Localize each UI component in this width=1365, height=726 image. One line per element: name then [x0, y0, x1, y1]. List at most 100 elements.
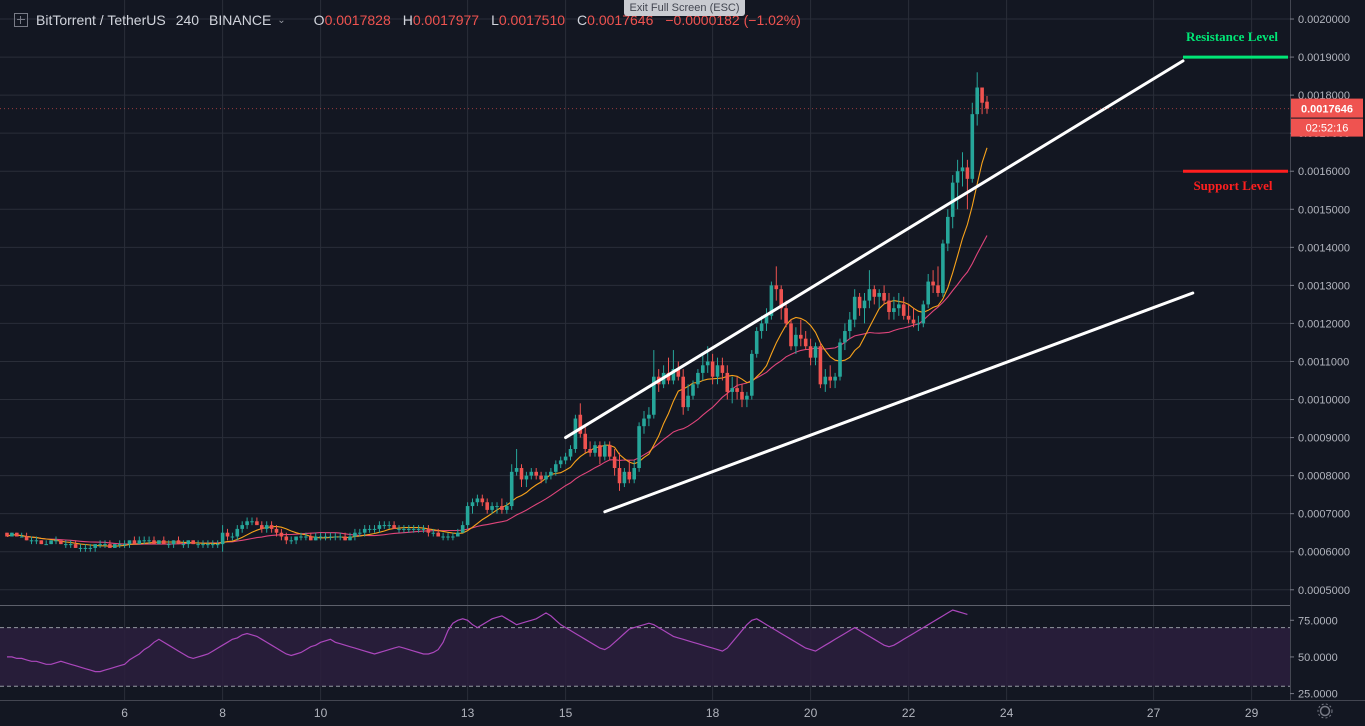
- price-tick-label: 0.0007000: [1298, 509, 1350, 521]
- candle-body: [201, 544, 205, 546]
- candle-body: [534, 471, 538, 476]
- candle-body: [162, 540, 166, 545]
- low-label: L: [491, 12, 499, 28]
- candle: [5, 532, 9, 537]
- candle: [632, 460, 636, 484]
- candle: [828, 365, 832, 389]
- candle: [318, 532, 323, 541]
- candle-body: [578, 414, 583, 434]
- candle: [735, 376, 739, 400]
- candle: [54, 536, 58, 545]
- candle: [142, 536, 146, 545]
- candle: [612, 448, 617, 476]
- candle-body: [387, 525, 391, 527]
- candle: [456, 528, 460, 537]
- candle: [186, 540, 191, 548]
- candle-body: [289, 540, 293, 542]
- candle: [441, 532, 445, 541]
- candle-body: [495, 506, 499, 508]
- rsi-pane: [0, 609, 1290, 687]
- candle-body: [147, 540, 151, 542]
- candle: [563, 452, 568, 465]
- candle: [774, 266, 779, 301]
- candle: [681, 369, 685, 415]
- interval[interactable]: 240: [175, 12, 200, 28]
- candle-body: [353, 532, 357, 537]
- candle: [500, 498, 504, 514]
- collapse-legend-icon[interactable]: [14, 13, 28, 27]
- candle: [872, 285, 877, 305]
- candle: [431, 528, 436, 537]
- candle-body: [745, 395, 749, 400]
- time-tick-label: 10: [314, 706, 328, 720]
- candle-body: [191, 540, 195, 545]
- candle: [176, 536, 181, 545]
- candle-body: [833, 376, 837, 381]
- trendline[interactable]: [564, 59, 1185, 440]
- candle-body: [505, 506, 509, 510]
- candle-body: [980, 87, 984, 103]
- candle: [505, 502, 509, 514]
- candle-body: [426, 528, 431, 533]
- candle-body: [225, 532, 230, 537]
- candle-body: [117, 544, 122, 546]
- candle: [211, 540, 215, 548]
- candle-body: [44, 544, 48, 546]
- candle: [593, 441, 597, 457]
- candle-body: [784, 308, 788, 324]
- candle-body: [514, 468, 519, 472]
- candle: [215, 540, 220, 548]
- price-tick-label: 0.0011000: [1298, 356, 1349, 368]
- close-label: C: [577, 12, 588, 28]
- settings-gear-icon[interactable]: [1317, 703, 1333, 719]
- candle-body: [431, 532, 436, 534]
- candle: [617, 452, 622, 491]
- candle: [691, 380, 695, 400]
- exit-fullscreen-button[interactable]: Exit Full Screen (ESC): [624, 0, 745, 16]
- candle: [906, 304, 911, 324]
- price-axis[interactable]: 0.00200000.00190000.00180000.00170000.00…: [1290, 0, 1365, 701]
- candle-body: [279, 532, 284, 537]
- trendline[interactable]: [603, 291, 1195, 514]
- candle-body: [264, 525, 269, 529]
- candle-body: [407, 528, 411, 530]
- candle: [402, 525, 406, 533]
- candle-body: [906, 315, 911, 320]
- symbol-name[interactable]: BitTorrent / TetherUS: [36, 12, 166, 28]
- candle: [970, 102, 975, 183]
- candle: [603, 441, 607, 461]
- chevron-down-icon[interactable]: ⌄: [277, 14, 286, 26]
- candle-body: [975, 87, 979, 115]
- candle-body: [15, 532, 19, 537]
- candle-body: [808, 346, 813, 358]
- candle: [451, 532, 455, 541]
- candle-body: [720, 365, 725, 373]
- last-price-badge: [1291, 98, 1363, 118]
- candle: [260, 521, 264, 533]
- candle: [397, 525, 401, 533]
- candle: [627, 460, 632, 484]
- candle-body: [848, 319, 852, 332]
- candle: [333, 532, 338, 541]
- candle: [426, 525, 431, 537]
- time-axis[interactable]: 6 8 10 13 15 18 20 22 24 27 29: [0, 700, 1365, 721]
- candle-body: [294, 536, 298, 541]
- candle-body: [509, 471, 514, 507]
- rsi-tick-label: 25.0000: [1298, 689, 1338, 701]
- candle: [799, 319, 803, 347]
- candle-body: [740, 391, 744, 400]
- candle: [554, 460, 558, 476]
- candle: [269, 521, 274, 533]
- candle: [436, 528, 440, 537]
- candle: [353, 528, 357, 541]
- candle-body: [911, 319, 916, 324]
- rsi-tick-label: 50.0000: [1298, 652, 1338, 664]
- candle: [715, 357, 720, 385]
- candle: [392, 521, 396, 529]
- candle-body: [573, 418, 578, 449]
- candle-body: [460, 525, 465, 533]
- candle: [34, 536, 39, 545]
- candle-body: [759, 323, 764, 332]
- candle-body: [818, 346, 823, 385]
- candle-body: [960, 167, 965, 172]
